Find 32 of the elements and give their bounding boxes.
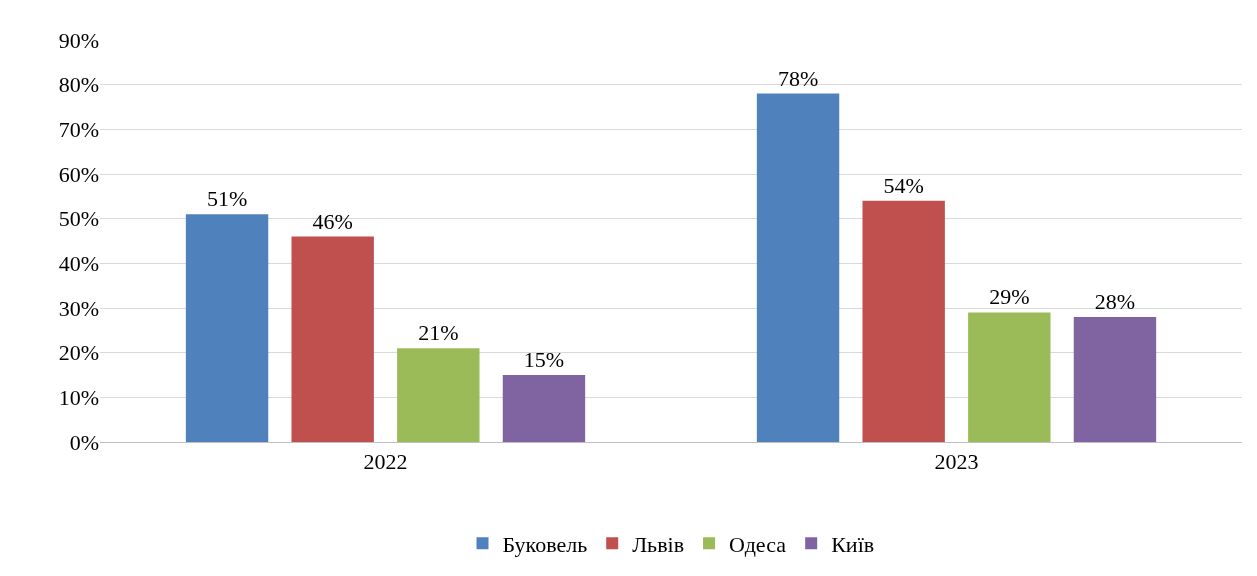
data-label: 78% xyxy=(777,65,819,91)
y-tick-label: 30% xyxy=(58,295,99,321)
bar xyxy=(756,93,840,442)
data-label: 29% xyxy=(989,284,1030,310)
y-tick-label: 50% xyxy=(58,206,99,232)
data-label: 28% xyxy=(1094,288,1136,314)
legend-label: Львів xyxy=(632,531,685,557)
bar xyxy=(291,236,374,442)
x-tick-label: 2022 xyxy=(363,449,408,475)
legend-label: Буковель xyxy=(502,531,588,557)
legend-label: Одеса xyxy=(729,531,787,557)
bar xyxy=(1073,316,1157,442)
y-tick-label: 10% xyxy=(58,385,99,411)
bar xyxy=(397,348,480,442)
data-label: 15% xyxy=(523,347,565,372)
bar xyxy=(862,200,945,442)
data-label: 21% xyxy=(418,320,459,346)
bar xyxy=(502,375,586,442)
legend-label: Київ xyxy=(831,531,875,557)
y-tick-label: 40% xyxy=(58,251,99,277)
bar xyxy=(968,312,1051,442)
y-tick-label: 60% xyxy=(58,161,99,187)
data-label: 54% xyxy=(883,172,924,198)
bar xyxy=(185,214,269,442)
x-tick-label: 2023 xyxy=(934,449,979,475)
y-tick-label: 20% xyxy=(58,340,99,366)
y-tick-label: 0% xyxy=(69,429,99,455)
y-tick-label: 90% xyxy=(58,27,99,53)
data-label: 51% xyxy=(206,186,248,212)
data-label: 46% xyxy=(312,208,353,234)
y-tick-label: 80% xyxy=(58,72,99,98)
y-tick-label: 70% xyxy=(58,117,99,143)
